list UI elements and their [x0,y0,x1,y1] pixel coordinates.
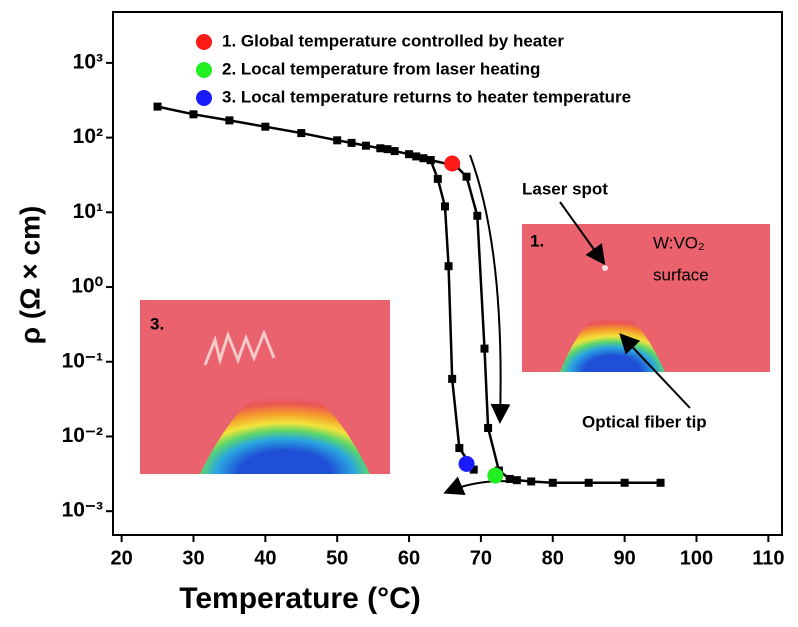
plot-frame [112,11,783,536]
x-tick-label: 70 [470,547,492,569]
x-tick-label: 20 [110,547,132,569]
x-tick-label: 30 [182,547,204,569]
marker [584,478,593,487]
x-tick-label: 110 [752,547,784,569]
marker [333,136,342,145]
marker [548,478,557,487]
annotation: Optical fiber tip [582,412,707,431]
legend-marker [196,34,212,50]
marker [383,145,392,154]
marker [412,152,421,161]
marker [512,476,521,485]
marker [390,147,399,156]
marker [469,465,478,474]
highlight-point [458,455,475,472]
line [430,158,661,485]
marker [225,116,234,125]
marker [405,150,414,159]
y-tick-label: 10¹ [73,200,103,223]
marker [656,478,665,487]
marker [433,174,442,183]
x-axis-title: Temperature (°C) [179,582,420,615]
inset-1 [522,224,770,372]
arrow [559,201,606,266]
marker [527,477,536,486]
marker [189,110,198,119]
marker [448,374,457,383]
marker [297,129,306,138]
annotation: Laser spot [522,179,608,198]
x-tick-label: 40 [254,547,276,569]
inset-3 [140,300,390,474]
y-tick-label: 10² [73,125,103,148]
legend-label: 3. Local temperature returns to heater t… [222,87,631,106]
marker [347,138,356,147]
annotation: 1. [530,231,544,250]
y-tick-label: 10⁻¹ [62,349,103,372]
x-tick-label: 50 [326,547,348,569]
marker [444,262,453,271]
marker [473,211,482,220]
y-tick-label: 10⁻³ [62,499,103,522]
marker [505,474,514,483]
y-tick-label: 10³ [73,50,103,73]
marker [153,102,162,111]
marker [484,423,493,432]
legend-label: 1. Global temperature controlled by heat… [222,31,564,50]
y-tick-label: 10⁰ [71,275,103,298]
arrow [469,154,511,424]
x-tick-label: 90 [614,547,636,569]
marker [419,154,428,163]
marker [426,156,435,165]
marker [376,144,385,153]
marker [480,344,489,353]
marker [361,141,370,150]
legend-marker [196,90,212,106]
x-tick-label: 80 [542,547,564,569]
legend-marker [196,62,212,78]
x-tick-label: 100 [680,547,713,569]
annotation: 3. [150,314,164,333]
highlight-point [444,155,461,172]
highlight-point [487,467,504,484]
legend-label: 2. Local temperature from laser heating [222,59,540,78]
x-tick-label: 60 [398,547,420,569]
marker [462,172,471,181]
marker [620,478,629,487]
marker [261,122,270,131]
annotation: surface [653,265,709,284]
y-axis-title: ρ (Ω × cm) [14,206,45,345]
annotation: W:VO₂ [653,233,705,252]
marker [455,444,464,453]
marker [440,202,449,211]
y-tick-label: 10⁻² [62,424,103,447]
arrow [619,333,691,409]
